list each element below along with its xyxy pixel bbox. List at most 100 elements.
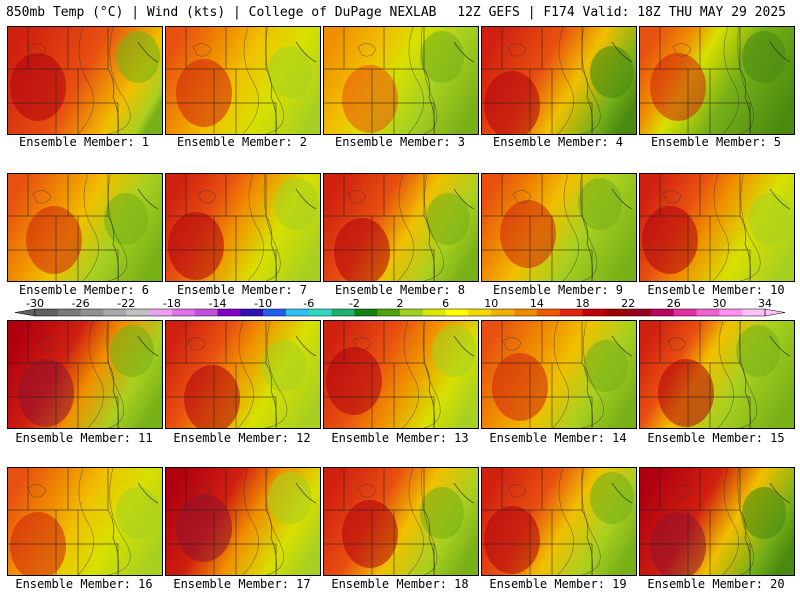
ensemble-member-label: Ensemble Member: 6 [18, 283, 150, 297]
wind-contours [192, 468, 284, 575]
wind-contours [357, 468, 438, 575]
colorbar-swatch [57, 309, 81, 316]
ensemble-map-panel [7, 467, 163, 576]
warm-core-shading [642, 206, 698, 274]
cool-pocket-shading [432, 325, 476, 377]
colorbar-swatch [514, 309, 538, 316]
colorbar-tick-label: -18 [163, 297, 181, 310]
cool-pocket-shading [110, 325, 154, 377]
ensemble-map-panel [481, 26, 637, 135]
ensemble-map-panel [7, 26, 163, 135]
colorbar-tick-label: -6 [303, 297, 314, 310]
colorbar-swatch [240, 309, 264, 316]
warm-core-shading [176, 59, 232, 127]
ensemble-member-label: Ensemble Member: 1 [18, 135, 150, 149]
cool-pocket-shading [116, 487, 160, 539]
colorbar-swatch [582, 309, 606, 316]
colorbar-swatch [605, 309, 629, 316]
temperature-map [324, 27, 478, 134]
wind-contours [192, 27, 284, 134]
state-borders [8, 321, 159, 428]
warm-core-shading [342, 500, 398, 568]
ensemble-member-label: Ensemble Member: 8 [334, 283, 466, 297]
temperature-map [640, 321, 794, 428]
colorbar-swatch [285, 309, 310, 316]
colorbar-tick-label: 22 [621, 297, 635, 310]
colorbar-swatch [468, 309, 492, 316]
ensemble-member-label: Ensemble Member: 18 [331, 577, 469, 591]
ensemble-member-label: Ensemble Member: 11 [15, 431, 153, 445]
warm-core-shading [168, 212, 224, 280]
temperature-map [166, 27, 320, 134]
warm-core-shading [26, 206, 82, 274]
temperature-map [482, 174, 636, 281]
cool-pocket-shading [116, 31, 160, 83]
colorbar-swatch [103, 309, 127, 316]
wind-contours [672, 27, 754, 134]
ensemble-member-label: Ensemble Member: 20 [647, 577, 785, 591]
colorbar-swatch [696, 309, 720, 316]
state-borders [166, 321, 317, 428]
temperature-map [166, 321, 320, 428]
temperature-map [166, 174, 320, 281]
state-borders [482, 321, 633, 428]
colorbar-swatch [126, 309, 150, 316]
colorbar-tick-label: -30 [26, 297, 44, 310]
wind-contours [662, 174, 761, 281]
warm-core-shading [492, 353, 548, 421]
colorbar-swatch [149, 309, 173, 316]
temperature-map [8, 321, 162, 428]
temperature-map [482, 27, 636, 134]
warm-core-shading [326, 347, 382, 415]
colorbar-tick-label: -26 [72, 297, 90, 310]
ensemble-member-label: Ensemble Member: 4 [492, 135, 624, 149]
ensemble-member-label: Ensemble Member: 2 [176, 135, 308, 149]
wind-contours [32, 174, 128, 281]
cool-pocket-shading [742, 31, 786, 83]
ensemble-member-label: Ensemble Member: 13 [331, 431, 469, 445]
colorbar-swatch [171, 309, 195, 316]
colorbar-tick-label: 34 [758, 297, 772, 310]
cool-pocket-shading [274, 178, 318, 230]
ensemble-member-label: Ensemble Member: 17 [173, 577, 311, 591]
cool-pocket-shading [262, 340, 306, 392]
state-borders [8, 468, 159, 575]
ensemble-member-label: Ensemble Member: 5 [650, 135, 782, 149]
wind-contours [667, 321, 758, 428]
ensemble-map-panel [481, 467, 637, 576]
warm-core-shading [184, 365, 240, 428]
colorbar-tick-label: -22 [117, 297, 135, 310]
cool-pocket-shading [584, 340, 628, 392]
colorbar-swatch [559, 309, 583, 316]
wind-contours [357, 27, 438, 134]
colorbar-tick-label: 2 [397, 297, 404, 310]
ensemble-map-panel [481, 320, 637, 429]
colorbar-swatch [445, 309, 469, 316]
state-borders [166, 27, 317, 134]
state-borders [324, 468, 475, 575]
colorbar-swatch [217, 309, 241, 316]
wind-contours [507, 468, 601, 575]
cool-pocket-shading [104, 193, 148, 245]
ensemble-member-label: Ensemble Member: 19 [489, 577, 627, 591]
colorbar-swatch [422, 309, 446, 316]
warm-core-shading [176, 494, 232, 562]
ensemble-map-panel [639, 467, 795, 576]
colorbar-tick-label: 26 [667, 297, 681, 310]
cool-pocket-shading [748, 193, 792, 245]
state-borders [324, 174, 475, 281]
map-title: 850mb Temp (°C) | Wind (kts) | College o… [6, 5, 437, 20]
colorbar-swatch [536, 309, 560, 316]
state-borders [166, 468, 317, 575]
temperature-map [324, 468, 478, 575]
warm-core-shading [658, 359, 714, 427]
colorbar-tick-label: 14 [530, 297, 544, 310]
wind-contours [197, 174, 281, 281]
colorbar-tick-label: -10 [254, 297, 272, 310]
ensemble-map-panel [323, 26, 479, 135]
colorbar-swatch [491, 309, 515, 316]
colorbar-swatch [719, 309, 743, 316]
temperature-map [8, 27, 162, 134]
ensemble-map-panel [323, 173, 479, 282]
colorbar-swatch [354, 309, 378, 316]
